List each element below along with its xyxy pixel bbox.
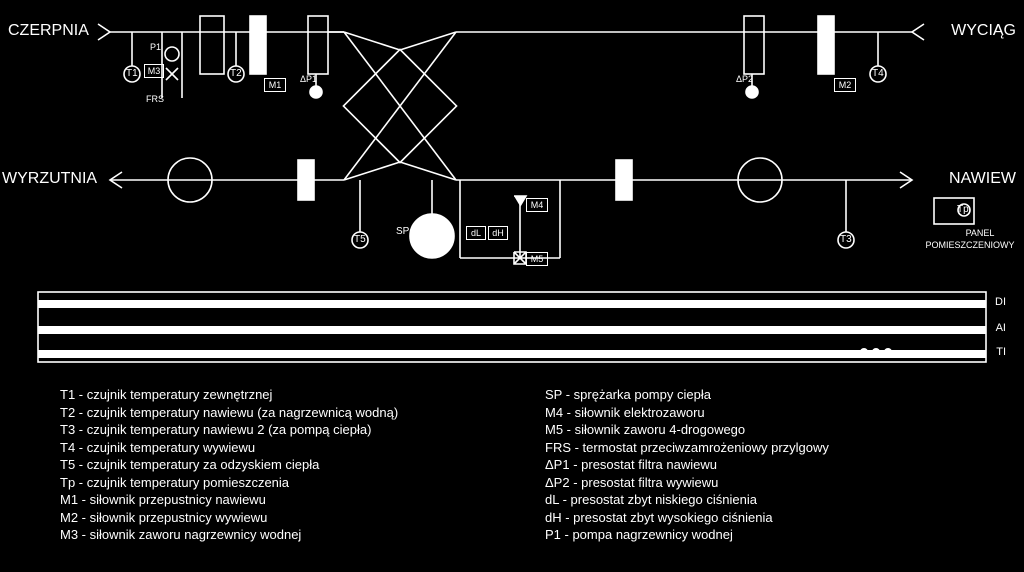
legend-line: T4 - czujnik temperatury wywiewu (60, 439, 398, 457)
bus-dot (872, 348, 880, 356)
label-nawiew: NAWIEW (949, 170, 1016, 188)
tag-m3: M3 (144, 64, 164, 78)
bus-dot (186, 300, 194, 308)
legend-line: ΔP1 - presostat filtra nawiewu (545, 456, 829, 474)
legend-line: T5 - czujnik temperatury za odzyskiem ci… (60, 456, 398, 474)
legend-line: ΔP2 - presostat filtra wywiewu (545, 474, 829, 492)
tag-p1: P1 (150, 42, 161, 52)
panel-label-2: POMIESZCZENIOWY (910, 240, 1024, 250)
bus-label-di: DI (995, 296, 1006, 308)
bus-label-ai: AI (996, 322, 1006, 334)
bus-label-ti: TI (996, 346, 1006, 358)
bus-dot (836, 300, 844, 308)
tag-dl: dL (466, 226, 486, 240)
legend-line: dH - presostat zbyt wysokiego ciśnienia (545, 509, 829, 527)
label-czerpnia: CZERPNIA (8, 22, 89, 40)
tag-m1: M1 (264, 78, 286, 92)
tag-dp1: ΔP1 (300, 74, 317, 84)
legend-line: P1 - pompa nagrzewnicy wodnej (545, 526, 829, 544)
bus-dot (294, 300, 302, 308)
legend-line: T2 - czujnik temperatury nawiewu (za nag… (60, 404, 398, 422)
tag-t2: T2 (230, 68, 242, 79)
legend-line: T3 - czujnik temperatury nawiewu 2 (za p… (60, 421, 398, 439)
tag-t1: T1 (126, 68, 138, 79)
tag-m4: M4 (526, 198, 548, 212)
legend-line: M2 - siłownik przepustnicy wywiewu (60, 509, 398, 527)
legend-line: dL - presostat zbyt niskiego ciśnienia (545, 491, 829, 509)
bus-dot (428, 300, 436, 308)
bus-dot (268, 300, 276, 308)
legend-line: M4 - siłownik elektrozaworu (545, 404, 829, 422)
tag-m2: M2 (834, 78, 856, 92)
bus-dot (502, 300, 510, 308)
label-wyciag: WYCIĄG (951, 22, 1016, 40)
bus-dot (516, 300, 524, 308)
tag-t3: T3 (840, 234, 852, 245)
bus-ai (38, 326, 986, 334)
legend-right: SP - sprężarka pompy ciepłaM4 - siłownik… (545, 386, 829, 544)
tag-tp: Tp (957, 204, 969, 215)
hvac-schematic: { "dimensions":{"w":1024,"h":572}, "colo… (0, 0, 1024, 572)
bus-dot (758, 300, 766, 308)
tag-t4: T4 (872, 68, 884, 79)
legend-line: T1 - czujnik temperatury zewnętrznej (60, 386, 398, 404)
tag-t5: T5 (354, 234, 366, 245)
tag-dp2: ΔP2 (736, 74, 753, 84)
tag-dh: dH (488, 226, 508, 240)
bus-dot (884, 348, 892, 356)
tag-sp: SP (396, 226, 409, 237)
tag-m5: M5 (526, 252, 548, 266)
legend-line: SP - sprężarka pompy ciepła (545, 386, 829, 404)
panel-label-1: PANEL (936, 228, 1024, 238)
bus-dot (860, 348, 868, 356)
label-wyrzutnia: WYRZUTNIA (2, 170, 97, 188)
legend-line: FRS - termostat przeciwzamrożeniowy przy… (545, 439, 829, 457)
legend-left: T1 - czujnik temperatury zewnętrznejT2 -… (60, 386, 398, 544)
tag-frs: FRS (146, 94, 164, 104)
bus-dot (592, 300, 600, 308)
bus-dot (316, 300, 324, 308)
legend-line: M1 - siłownik przepustnicy nawiewu (60, 491, 398, 509)
bus-dot (464, 300, 472, 308)
legend-line: Tp - czujnik temperatury pomieszczenia (60, 474, 398, 492)
legend-line: M3 - siłownik zaworu nagrzewnicy wodnej (60, 526, 398, 544)
bus-ti (38, 350, 986, 358)
legend-line: M5 - siłownik zaworu 4-drogowego (545, 421, 829, 439)
